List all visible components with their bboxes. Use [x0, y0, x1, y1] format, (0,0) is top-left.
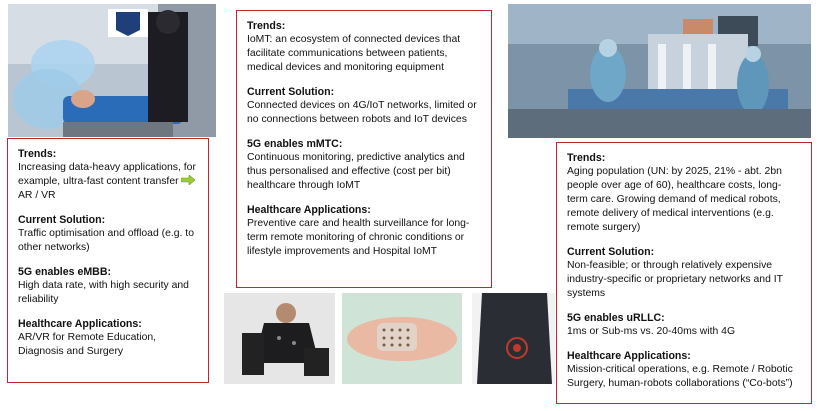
embb-enables-heading: 5G enables eMBB:: [18, 266, 112, 278]
embb-trends-ar-vr: AR / VR: [18, 190, 56, 201]
arrow-right-icon: [181, 174, 196, 186]
urllc-trends-heading: Trends:: [567, 152, 606, 164]
vr-training-image: [8, 4, 216, 137]
smart-shirt-image: [472, 293, 555, 384]
embb-box: Trends: Increasing data-heavy applicatio…: [7, 138, 209, 383]
urllc-solution-text: Non-feasible; or through relatively expe…: [567, 260, 783, 299]
mmtc-solution-heading: Current Solution:: [247, 86, 335, 98]
mmtc-apps-heading: Healthcare Applications:: [247, 204, 371, 216]
mmtc-enables-heading: 5G enables mMTC:: [247, 138, 343, 150]
urllc-apps-heading: Healthcare Applications:: [567, 350, 691, 362]
embb-enables-text: High data rate, with high security and r…: [18, 280, 189, 305]
urllc-apps-text: Mission-critical operations, e.g. Remote…: [567, 364, 793, 389]
embb-apps-heading: Healthcare Applications:: [18, 318, 142, 330]
mmtc-trends-text: IoMT: an ecosystem of connected devices …: [247, 34, 461, 73]
urllc-solution-heading: Current Solution:: [567, 246, 655, 258]
mmtc-solution-text: Connected devices on 4G/IoT networks, li…: [247, 100, 477, 125]
embb-solution-text: Traffic optimisation and offload (e.g. t…: [18, 228, 194, 253]
embb-apps-text: AR/VR for Remote Education, Diagnosis an…: [18, 332, 157, 357]
urllc-trends-text: Aging population (UN: by 2025, 21% - abt…: [567, 166, 782, 233]
urllc-enables-text: 1ms or Sub-ms vs. 20-40ms with 4G: [567, 326, 736, 337]
mmtc-enables-text: Continuous monitoring, predictive analyt…: [247, 152, 465, 191]
wearable-sensor-suit-image: [224, 293, 335, 384]
urllc-box: Trends: Aging population (UN: by 2025, 2…: [556, 142, 812, 404]
robotic-surgery-image: [508, 4, 811, 138]
mmtc-box: Trends: IoMT: an ecosystem of connected …: [236, 10, 492, 288]
embb-solution-heading: Current Solution:: [18, 214, 106, 226]
urllc-enables-heading: 5G enables uRLLC:: [567, 312, 665, 324]
embb-trends-heading: Trends:: [18, 148, 57, 160]
mmtc-apps-text: Preventive care and health surveillance …: [247, 218, 470, 257]
mmtc-trends-heading: Trends:: [247, 20, 286, 32]
skin-sensor-patch-image: [342, 293, 462, 384]
embb-trends-text: Increasing data-heavy applications, for …: [18, 162, 196, 187]
